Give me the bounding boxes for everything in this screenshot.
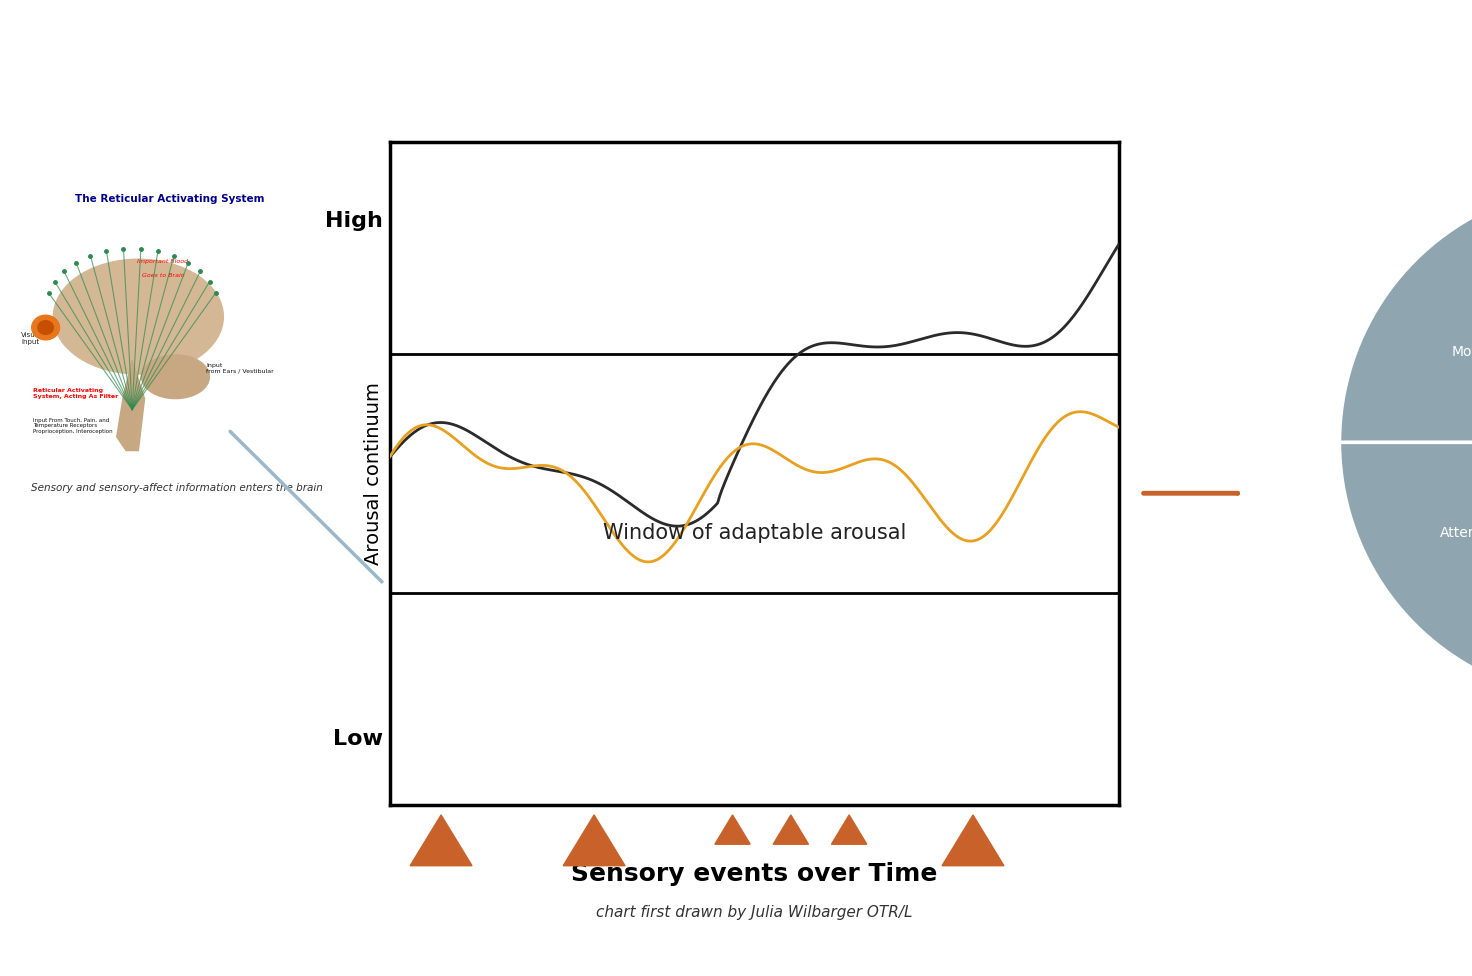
Text: Motor: Motor bbox=[1451, 345, 1472, 358]
Ellipse shape bbox=[141, 355, 209, 398]
Text: Sensory events over Time: Sensory events over Time bbox=[571, 862, 938, 885]
Text: High: High bbox=[325, 211, 383, 231]
Text: Visual
Input: Visual Input bbox=[21, 332, 41, 345]
Text: The Reticular Activating System: The Reticular Activating System bbox=[75, 193, 263, 204]
Circle shape bbox=[32, 315, 59, 340]
Text: Input From Touch, Pain, and
Temperature Receptors
Proprioception, Interoception: Input From Touch, Pain, and Temperature … bbox=[34, 418, 113, 434]
Text: Window of adaptable arousal: Window of adaptable arousal bbox=[602, 523, 907, 543]
Text: Important Blood,: Important Blood, bbox=[137, 260, 190, 264]
Text: Low: Low bbox=[333, 729, 383, 749]
Text: chart first drawn by Julia Wilbarger OTR/L: chart first drawn by Julia Wilbarger OTR… bbox=[596, 905, 913, 920]
Text: Attention: Attention bbox=[1440, 526, 1472, 541]
Polygon shape bbox=[116, 360, 144, 451]
Text: Goes to Brain: Goes to Brain bbox=[141, 273, 184, 278]
Wedge shape bbox=[1340, 197, 1472, 442]
Wedge shape bbox=[1340, 442, 1472, 687]
FancyArrowPatch shape bbox=[230, 431, 381, 582]
Text: Input
from Ears / Vestibular: Input from Ears / Vestibular bbox=[206, 363, 274, 374]
Text: Reticular Activating
System, Acting As Filter: Reticular Activating System, Acting As F… bbox=[34, 387, 119, 398]
Ellipse shape bbox=[53, 260, 224, 374]
Circle shape bbox=[38, 321, 53, 335]
Y-axis label: Arousal continuum: Arousal continuum bbox=[364, 382, 383, 565]
Text: Sensory and sensory-affect information enters the brain: Sensory and sensory-affect information e… bbox=[31, 483, 322, 493]
